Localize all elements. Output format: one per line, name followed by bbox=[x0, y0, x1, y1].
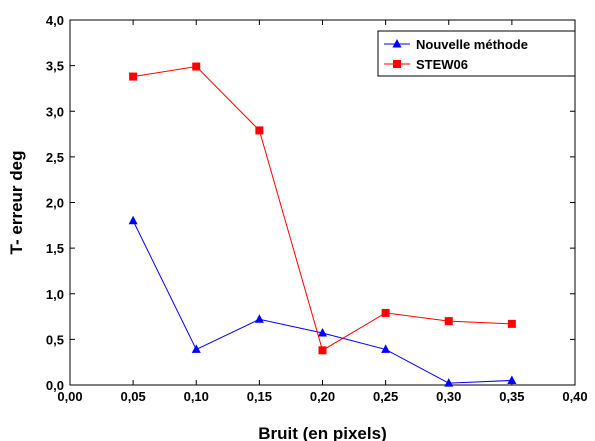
series-1-point bbox=[254, 314, 264, 323]
x-tick-label: 0,15 bbox=[247, 389, 272, 404]
series-1-point bbox=[318, 327, 327, 337]
y-tick-label: 1,5 bbox=[46, 241, 64, 256]
series-1-point bbox=[381, 344, 391, 353]
x-tick-label: 0,30 bbox=[436, 389, 461, 404]
series-1-point bbox=[444, 378, 454, 387]
series-2-point bbox=[192, 62, 201, 71]
legend-label: Nouvelle méthode bbox=[416, 37, 528, 52]
y-tick-label: 0,5 bbox=[46, 332, 64, 347]
y-tick-label: 0,0 bbox=[46, 378, 64, 393]
series-1 bbox=[128, 215, 517, 387]
y-tick-label: 4,0 bbox=[46, 13, 64, 28]
series-2-point bbox=[444, 317, 453, 326]
y-tick-label: 3,0 bbox=[46, 104, 64, 119]
series-1-point bbox=[191, 344, 201, 353]
series-1-point bbox=[128, 215, 138, 225]
series-2-point bbox=[318, 346, 327, 355]
series-2-point bbox=[507, 319, 516, 328]
series-1-point bbox=[507, 375, 517, 384]
x-tick-label: 0,20 bbox=[310, 389, 335, 404]
x-tick-label: 0,05 bbox=[120, 389, 145, 404]
legend-marker bbox=[393, 60, 401, 68]
series-2-point bbox=[381, 308, 390, 317]
legend-label: STEW06 bbox=[416, 57, 468, 72]
y-tick-label: 2,0 bbox=[46, 196, 64, 211]
y-tick-label: 3,5 bbox=[46, 59, 64, 74]
x-axis-title: Bruit (en pixels) bbox=[258, 424, 386, 441]
legend-marker bbox=[392, 39, 402, 48]
x-tick-label: 0,25 bbox=[373, 389, 398, 404]
plot-area bbox=[69, 19, 576, 386]
x-tick-label: 0,40 bbox=[562, 389, 587, 404]
y-tick-label: 1,0 bbox=[46, 287, 64, 302]
x-tick-label: 0,00 bbox=[57, 389, 82, 404]
x-tick-label: 0,10 bbox=[184, 389, 209, 404]
series-2 bbox=[129, 62, 516, 355]
series-2-point bbox=[255, 126, 264, 135]
legend-box bbox=[377, 30, 576, 77]
y-axis-title: T- erreur deg bbox=[7, 151, 26, 255]
series-2-point bbox=[129, 72, 138, 81]
x-tick-label: 0,35 bbox=[499, 389, 524, 404]
y-tick-label: 2,5 bbox=[46, 150, 64, 165]
